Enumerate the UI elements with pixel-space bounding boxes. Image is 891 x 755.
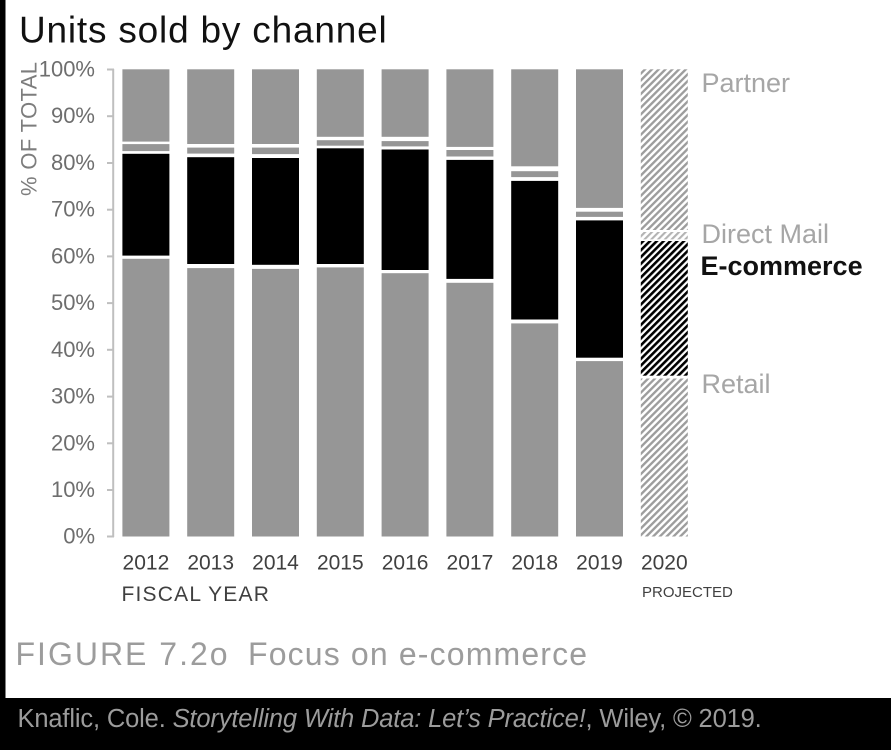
svg-text:2018: 2018 xyxy=(511,552,558,575)
svg-text:FISCAL YEAR: FISCAL YEAR xyxy=(122,583,271,606)
svg-text:40%: 40% xyxy=(51,337,95,362)
svg-text:Partner: Partner xyxy=(702,68,791,98)
svg-text:Retail: Retail xyxy=(702,369,771,399)
svg-text:2017: 2017 xyxy=(447,552,494,575)
svg-text:Knaflic, Cole. Storytelling Wi: Knaflic, Cole. Storytelling With Data: L… xyxy=(18,705,762,733)
svg-text:2014: 2014 xyxy=(252,552,299,575)
svg-text:70%: 70% xyxy=(51,197,95,222)
svg-text:% OF TOTAL: % OF TOTAL xyxy=(16,62,41,196)
svg-text:2019: 2019 xyxy=(576,552,623,575)
svg-text:2020: 2020 xyxy=(641,552,688,575)
svg-text:20%: 20% xyxy=(51,430,95,455)
svg-text:Focus on e-commerce: Focus on e-commerce xyxy=(248,636,588,672)
svg-text:2012: 2012 xyxy=(123,552,170,575)
svg-text:50%: 50% xyxy=(51,290,95,315)
svg-text:E-commerce: E-commerce xyxy=(701,251,863,281)
svg-text:PROJECTED: PROJECTED xyxy=(642,584,733,601)
svg-text:2015: 2015 xyxy=(317,552,364,575)
svg-text:0%: 0% xyxy=(63,524,95,549)
svg-text:2013: 2013 xyxy=(187,552,234,575)
svg-text:80%: 80% xyxy=(51,150,95,175)
svg-text:Units sold by channel: Units sold by channel xyxy=(19,10,388,51)
svg-text:30%: 30% xyxy=(51,384,95,409)
svg-text:60%: 60% xyxy=(51,243,95,268)
svg-text:2016: 2016 xyxy=(382,552,429,575)
svg-text:100%: 100% xyxy=(39,57,95,82)
svg-text:10%: 10% xyxy=(51,477,95,502)
svg-text:90%: 90% xyxy=(51,103,95,128)
svg-text:FIGURE 7.2o: FIGURE 7.2o xyxy=(16,636,230,672)
svg-text:Direct Mail: Direct Mail xyxy=(702,219,830,249)
